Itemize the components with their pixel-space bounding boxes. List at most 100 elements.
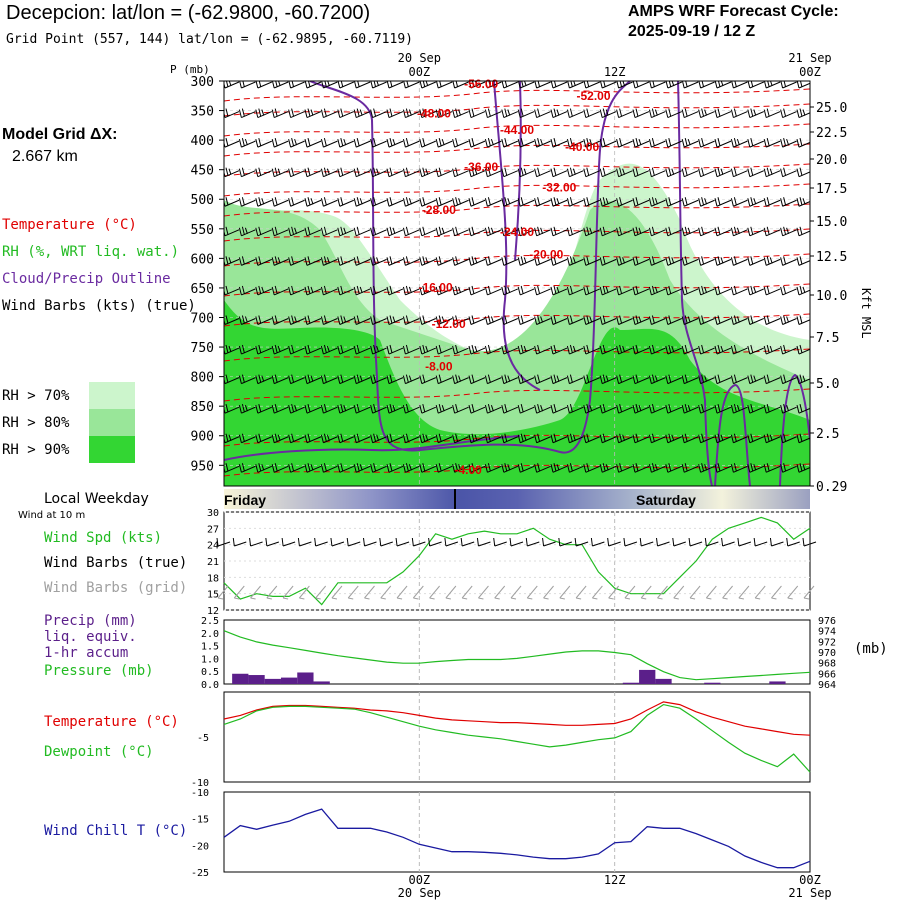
wind-barb-shaft	[224, 111, 240, 119]
wind-barb-flag-2	[668, 226, 672, 235]
wind-barb-grid-21	[559, 585, 571, 600]
wind-barb-shaft	[405, 436, 420, 444]
pressure-tick-label-400: 400	[191, 134, 214, 149]
wind-barb-shaft	[274, 288, 289, 296]
wind-barb-grid-14	[445, 585, 457, 600]
wind-barb-flag-2	[324, 81, 327, 88]
wind-barb-flag-3	[474, 257, 478, 264]
wind-barb	[304, 256, 322, 266]
wind-barb-shaft	[700, 229, 715, 237]
wind-barb-flag-2	[766, 108, 770, 117]
wind-barb-shaft	[388, 347, 404, 355]
wind-barb-flag-3	[327, 81, 330, 87]
wind-barb-shaft	[766, 347, 781, 355]
wind-barb-shaft	[224, 347, 240, 355]
wind-barb-flag-2	[717, 167, 721, 176]
wind-barb-grid-shaft	[526, 585, 538, 599]
wind-barb-flag-3	[589, 405, 593, 412]
wind-barb-flag-1	[370, 109, 374, 118]
wind-barb-shaft	[733, 347, 748, 355]
wind-barb	[238, 374, 256, 385]
wind-barb-flag-2	[291, 463, 295, 472]
wind-barb-flag-2	[520, 138, 524, 147]
wind-barb-flag-2	[733, 167, 737, 176]
wind-barb	[583, 344, 600, 355]
wind-barb	[796, 285, 810, 296]
wind-barb-flag-2	[799, 433, 803, 442]
wind-barb-shaft	[257, 377, 272, 385]
wind-barb-flag-2	[520, 433, 524, 442]
wind-barb-shaft	[651, 436, 666, 444]
wind-barb-flag-1	[583, 286, 587, 296]
wind-barb-shaft	[388, 81, 404, 89]
wind-barb-flag-3	[425, 345, 429, 353]
wind-barb-shaft	[372, 229, 387, 237]
wind-barb-flag-3	[540, 227, 544, 234]
wind-barb-flag-1	[534, 286, 538, 296]
wind-barb-flag-1	[288, 464, 292, 473]
wind-barb-flag-2	[569, 226, 573, 235]
wind-barb-flag-2	[520, 315, 524, 324]
wind-barb-shaft	[716, 406, 732, 414]
rh-legend-80-swatch	[89, 409, 135, 436]
wind-barb	[419, 138, 436, 148]
wind-barb-shaft	[503, 436, 518, 444]
wind-barb-grid-shaft	[233, 585, 245, 599]
wind-barb-shaft	[634, 377, 650, 385]
wind-barb-shaft	[290, 465, 305, 473]
wind-barb	[255, 256, 272, 266]
wind-barb-shaft	[520, 199, 535, 207]
wind-barb	[501, 138, 518, 148]
wind-barb-flag-2	[323, 433, 327, 442]
wind-barb-flag-2	[340, 404, 344, 413]
wind-barb	[468, 433, 486, 444]
wind-barb-flag-3	[261, 286, 265, 294]
wind-barb-shaft	[405, 258, 420, 266]
wind-barb-flag-1	[224, 170, 226, 177]
wind-barb-shaft	[274, 258, 289, 266]
wind-barb-grid-17	[494, 585, 506, 600]
legend-wind-barbs: Wind Barbs (kts) (true)	[2, 298, 196, 314]
wind-barb-true-shaft	[331, 541, 345, 547]
wind-barb-shaft	[372, 318, 387, 325]
wind-barb-flag-3	[376, 434, 380, 441]
wind-barb-flag-2	[619, 256, 623, 265]
wind-barb-flag-2	[373, 226, 377, 235]
wind-barb-flag-2	[668, 344, 672, 354]
wind-barb-flag-1	[796, 316, 800, 325]
wind-barb-shaft	[421, 140, 436, 148]
wind-barb-flag-2	[487, 433, 491, 442]
wind-barb-flag-3	[310, 109, 314, 116]
wind-barb	[780, 404, 797, 414]
wind-barb-shaft	[733, 436, 748, 444]
wind-barb-grid-20	[543, 585, 554, 600]
wind-barb	[288, 374, 305, 385]
wind-barb	[288, 404, 305, 414]
wind-barb-shaft	[421, 81, 436, 89]
wind-barb-true-shaft	[657, 541, 670, 547]
wind-barb-flag-2	[537, 256, 541, 265]
wind-barb-flag-3	[687, 316, 691, 323]
wind-barb-flag-1	[435, 168, 439, 177]
wind-barb	[566, 256, 584, 266]
wind-barb	[698, 463, 715, 473]
wind-barb-flag-2	[373, 285, 377, 295]
wind-barb-flag-1	[698, 286, 702, 296]
wind-barb-flag-1	[224, 436, 226, 443]
wind-barb-flag-3	[458, 109, 462, 116]
wind-barb-flag-3	[228, 168, 232, 175]
wind-barb-flag-1	[599, 316, 603, 325]
wind-barb-shaft	[257, 111, 272, 119]
wind-barb-shaft	[602, 347, 617, 355]
wind-barb-shaft	[438, 199, 453, 207]
wind-barb-shaft	[536, 436, 551, 444]
wind-barb-flag-2	[356, 404, 360, 413]
wind-barb	[730, 344, 748, 355]
wind-barb-flag-1	[517, 375, 521, 384]
wind-barb-shaft	[798, 407, 810, 414]
wind-barb-flag-1	[386, 286, 390, 296]
wind-barb-shaft	[749, 318, 764, 325]
wind-barb-true-flag	[249, 537, 252, 547]
wind-barb	[517, 197, 535, 207]
wind-barb-flag-2	[356, 433, 360, 442]
